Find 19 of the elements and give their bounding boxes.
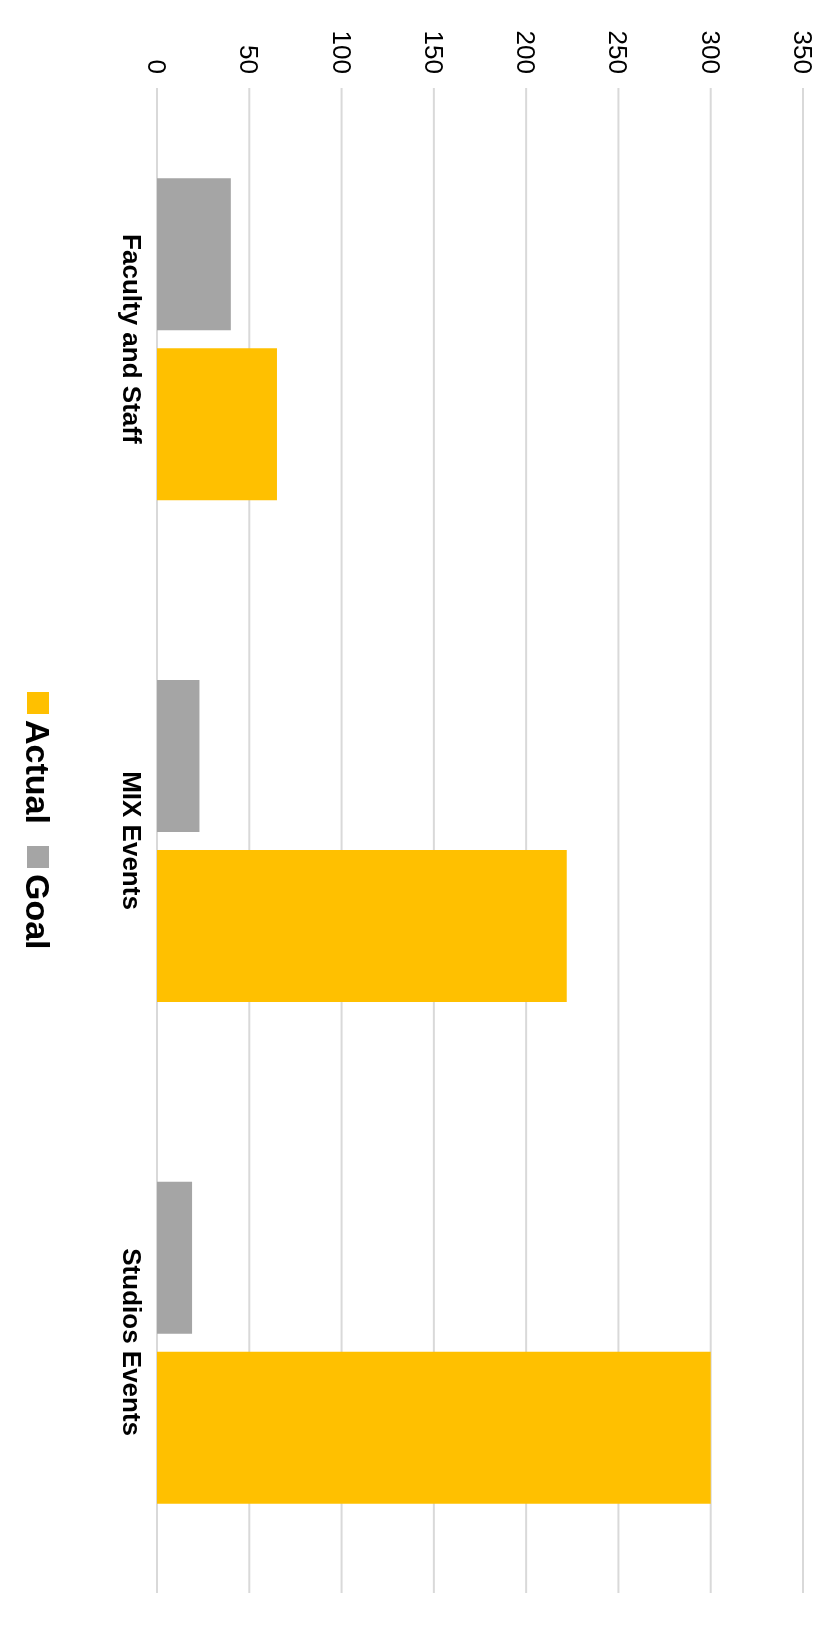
bar: [157, 348, 277, 501]
x-tick-label: 250: [603, 30, 634, 74]
y-tick-label: Studios Events: [116, 1248, 147, 1437]
bar: [157, 849, 567, 1002]
x-tick-label: 100: [326, 30, 357, 74]
bar: [157, 1181, 193, 1334]
x-tick-label: 0: [142, 59, 172, 74]
bar: [157, 1351, 711, 1504]
bar: [157, 679, 200, 832]
legend-label: Goal: [18, 872, 57, 950]
x-tick-label: 300: [695, 30, 726, 74]
x-tick-label: 350: [788, 30, 818, 74]
x-tick-label: 50: [234, 45, 265, 74]
x-tick-label: 200: [511, 30, 542, 74]
y-tick-label: Faculty and Staff: [116, 234, 147, 444]
bar: [157, 178, 231, 331]
legend-label: Actual: [18, 718, 57, 824]
y-tick-label: MIX Events: [116, 771, 147, 910]
x-tick-label: 150: [418, 30, 449, 74]
